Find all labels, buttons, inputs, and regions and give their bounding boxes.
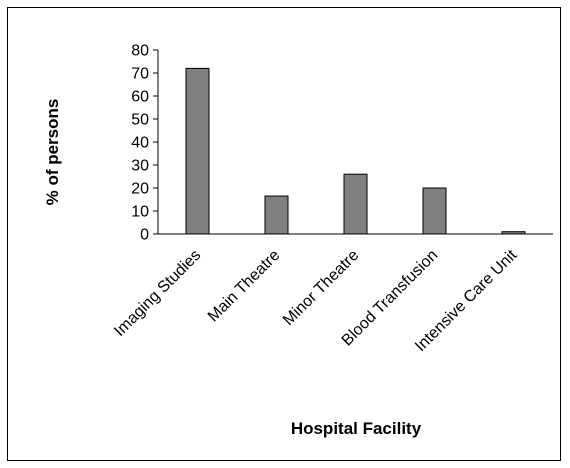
bar bbox=[343, 173, 368, 235]
y-tick-label: 30 bbox=[131, 158, 149, 175]
x-tick-label: Main Theatre bbox=[205, 247, 284, 326]
y-tick-label: 60 bbox=[131, 89, 149, 106]
bar bbox=[264, 195, 289, 235]
y-tick-label: 40 bbox=[131, 135, 149, 152]
bars bbox=[185, 67, 526, 235]
bar bbox=[422, 187, 447, 235]
x-tick-label: Imaging Studies bbox=[111, 247, 204, 340]
x-axis-title: Hospital Facility bbox=[291, 419, 422, 438]
y-tick-label: 50 bbox=[131, 112, 149, 129]
bar bbox=[501, 231, 526, 235]
y-tick-label: 70 bbox=[131, 66, 149, 83]
y-ticks: 0 10 20 30 40 50 60 70 80 bbox=[131, 43, 158, 244]
y-tick-label: 0 bbox=[140, 227, 149, 244]
bar bbox=[185, 67, 210, 235]
y-tick-label: 80 bbox=[131, 43, 149, 60]
y-tick-label: 10 bbox=[131, 204, 149, 221]
y-tick-label: 20 bbox=[131, 181, 149, 198]
y-axis-title: % of persons bbox=[43, 99, 62, 206]
x-tick-label: Minor Theatre bbox=[280, 247, 362, 329]
